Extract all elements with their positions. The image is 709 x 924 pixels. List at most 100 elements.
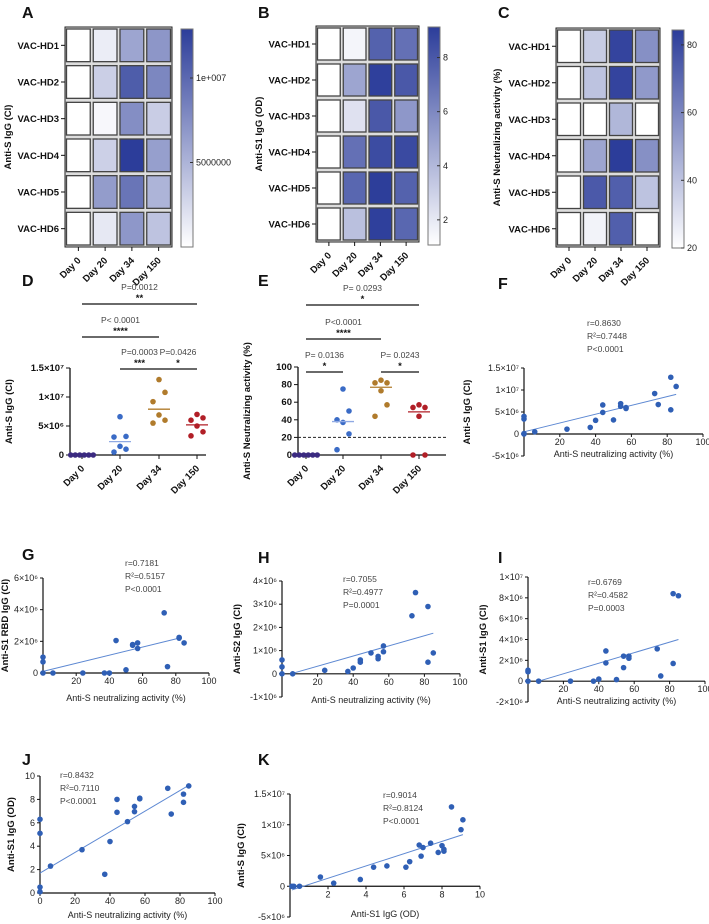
panel-b-heatmap-cell bbox=[316, 207, 341, 241]
panel-k-ylabel: Anti-S IgG (CI) bbox=[236, 823, 247, 888]
panel-f-data-point bbox=[617, 403, 624, 410]
panel-c-heatmap-frame bbox=[555, 27, 661, 248]
panel-c-colorbar-label: 20 bbox=[687, 243, 697, 253]
panel-a-heatmap-cell bbox=[92, 138, 118, 173]
panel-f-x-tick-label: 20 bbox=[555, 437, 565, 447]
panel-b-heatmap-cell bbox=[368, 135, 393, 169]
panel-f-data-point bbox=[673, 383, 679, 390]
panel-c-heatmap-cell bbox=[634, 102, 660, 137]
panel-c-row-label: VAC-HD2 bbox=[508, 78, 550, 89]
panel-k-data-point bbox=[370, 864, 377, 870]
panel-e-y-tick-label: 80 bbox=[281, 380, 292, 391]
panel-f-ylabel: Anti-S IgG (CI) bbox=[462, 380, 473, 445]
panel-g-y-tick-label: 0 bbox=[33, 668, 38, 678]
panel-i-data-point bbox=[535, 678, 542, 684]
panel-g-data-point bbox=[134, 645, 141, 652]
panel-a-row-label: VAC-HD2 bbox=[17, 78, 59, 89]
panel-c-heatmap-cell bbox=[608, 175, 634, 210]
panel-f-data-point bbox=[592, 417, 599, 424]
panel-f-data-point bbox=[599, 409, 606, 416]
panel-j-data-point bbox=[114, 796, 120, 803]
panel-f-x-tick-label: 40 bbox=[591, 437, 601, 447]
panel-f-y-tick-label: 5×10⁶ bbox=[495, 407, 519, 417]
panel-d-data-point bbox=[162, 417, 168, 424]
panel-d-data-point bbox=[162, 389, 168, 396]
panel-f-data-point bbox=[667, 407, 674, 413]
panel-b-heatmap-cell bbox=[394, 207, 419, 241]
panel-k-data-point bbox=[296, 883, 303, 890]
panel-f-data-point bbox=[531, 429, 538, 435]
panel-g-stat-text: r=0.7181 bbox=[125, 558, 159, 568]
panel-b-heatmap-cell bbox=[316, 63, 341, 97]
panel-d-p-value: P< 0.0001 bbox=[101, 315, 140, 325]
panel-d-p-value: P=0.0003 bbox=[121, 347, 158, 357]
panel-i-letter: I bbox=[498, 550, 502, 567]
panel-g-x-tick-label: 80 bbox=[171, 676, 181, 686]
panel-g-y-tick-label: 6×10⁶ bbox=[14, 573, 38, 583]
panel-i-data-point bbox=[626, 653, 632, 659]
panel-d-data-point bbox=[200, 429, 206, 435]
panel-c-colorbar-label: 60 bbox=[687, 108, 697, 118]
panel-k-x-tick-label: 6 bbox=[401, 889, 406, 899]
panel-i-y-tick-label: -2×10⁶ bbox=[496, 697, 523, 707]
panel-d-data-point bbox=[150, 398, 156, 405]
panel-e-letter: E bbox=[258, 273, 269, 290]
panel-d-data-point bbox=[123, 433, 129, 440]
panel-a-heatmap-cell bbox=[92, 65, 118, 99]
panel-a-heatmap-cell bbox=[146, 28, 172, 63]
panel-a-heatmap-cell bbox=[65, 101, 91, 136]
panel-j-y-tick-label: 2 bbox=[30, 865, 35, 875]
panel-j-data-point bbox=[185, 783, 192, 789]
panel-k-y-tick-label: -5×10⁶ bbox=[258, 912, 285, 922]
panel-g-x-tick-label: 100 bbox=[201, 676, 216, 686]
panel-f-stat-text: R²=0.7448 bbox=[587, 331, 627, 341]
panel-h-data-point bbox=[430, 650, 437, 656]
panel-i-stat-text: P=0.0003 bbox=[588, 603, 625, 613]
panel-k-data-point bbox=[435, 849, 442, 856]
panel-a-colorbar-label: 1e+007 bbox=[196, 73, 226, 83]
panel-i-y-tick-label: 6×10⁶ bbox=[499, 614, 523, 624]
panel-i-x-tick-label: 100 bbox=[697, 684, 709, 694]
panel-a-letter: A bbox=[22, 5, 34, 22]
panel-b-row-label: VAC-HD6 bbox=[268, 220, 310, 231]
panel-k-data-point bbox=[291, 883, 297, 890]
panel-j-data-point bbox=[47, 863, 54, 869]
panel-k-stat-text: R²=0.8124 bbox=[383, 803, 423, 813]
panel-e-data-point bbox=[372, 413, 378, 420]
panel-d-significance-stars: * bbox=[176, 358, 180, 369]
panel-h-y-tick-label: 4×10⁶ bbox=[253, 576, 277, 586]
panel-f-data-point bbox=[564, 426, 570, 432]
panel-d-data-point bbox=[200, 415, 206, 421]
panel-b-heatmap-cell bbox=[342, 27, 367, 61]
panel-c-heatmap-cell bbox=[634, 65, 660, 100]
panel-h-data-point bbox=[279, 671, 285, 677]
panel-a-heatmap-cell bbox=[146, 101, 172, 136]
panel-e-p-value: P= 0.0293 bbox=[343, 283, 382, 293]
panel-b-row-label: VAC-HD5 bbox=[268, 184, 310, 195]
panel-d-x-tick-label: Day 0 bbox=[61, 463, 87, 489]
panel-k-stat-text: r=0.9014 bbox=[383, 790, 417, 800]
panel-h-data-point bbox=[425, 603, 431, 610]
panel-h-data-point bbox=[409, 613, 415, 619]
panel-b-heatmap-cell bbox=[394, 27, 419, 61]
panel-e-data-point bbox=[340, 386, 346, 392]
panel-g-xlabel: Anti-S neutralizing activity (%) bbox=[66, 693, 186, 703]
panel-d-data-point bbox=[123, 446, 129, 453]
panel-a-heatmap-cell bbox=[92, 175, 118, 209]
panel-j-y-tick-label: 8 bbox=[30, 794, 35, 804]
panel-c-ylabel: Anti-S Neutralizing activity (%) bbox=[492, 69, 503, 207]
panel-c-col-tick-label: Day 20 bbox=[571, 255, 600, 284]
panel-k-data-point bbox=[441, 846, 447, 853]
panel-b-row-label: VAC-HD4 bbox=[268, 148, 310, 159]
panel-f-y-tick-label: -5×10⁶ bbox=[492, 451, 519, 461]
panel-d-y-tick-label: 1×10⁷ bbox=[39, 392, 64, 403]
panel-e-data-point bbox=[416, 402, 422, 408]
panel-a-heatmap-cell bbox=[65, 65, 91, 99]
panel-c-heatmap-cell bbox=[582, 211, 608, 246]
panel-k-xlabel: Anti-S1 IgG (OD) bbox=[351, 909, 420, 919]
panel-b-heatmap-cell bbox=[368, 99, 393, 133]
panel-h-x-tick-label: 20 bbox=[313, 677, 323, 687]
panel-g-letter: G bbox=[22, 547, 34, 564]
panel-b-heatmap-cell bbox=[368, 27, 393, 61]
panel-e-data-point bbox=[384, 402, 390, 408]
